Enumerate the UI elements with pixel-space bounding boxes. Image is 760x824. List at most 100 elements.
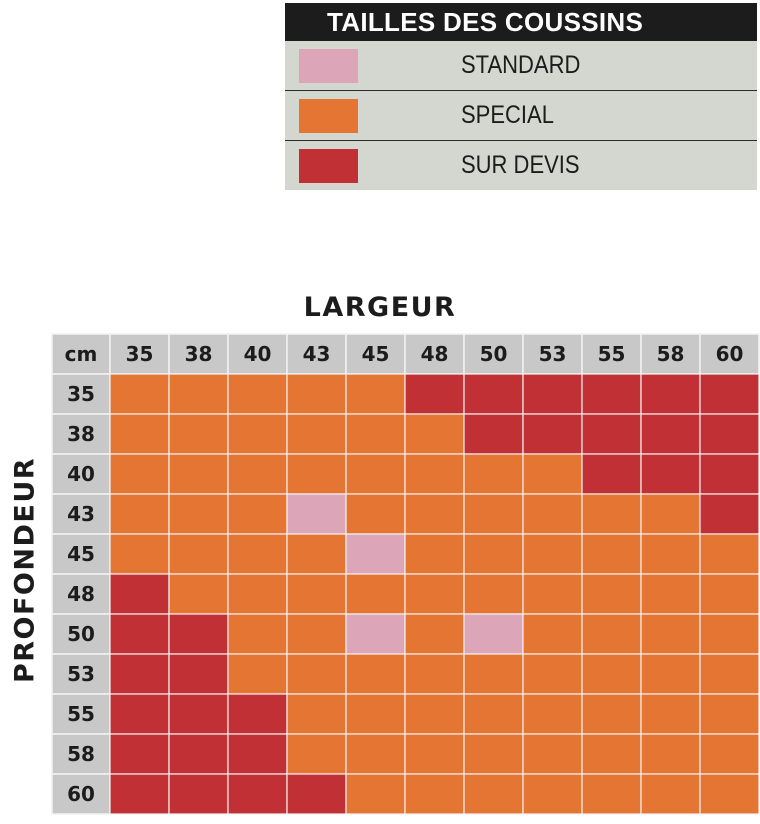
heatmap-cell — [345, 773, 406, 815]
heatmap-cell — [522, 653, 583, 695]
heatmap-cell — [699, 413, 760, 455]
x-tick-label: 45 — [362, 342, 390, 366]
heatmap-cell — [168, 493, 229, 535]
heatmap-cell — [227, 413, 288, 455]
heatmap-cell — [168, 773, 229, 815]
y-tick-label: 60 — [67, 782, 95, 806]
heatmap-cell — [522, 613, 583, 655]
heatmap-cell — [345, 533, 406, 575]
heatmap-cell — [227, 733, 288, 775]
legend-swatch-special — [299, 99, 358, 133]
y-tick-label: 50 — [67, 622, 95, 646]
heatmap-cell — [581, 533, 642, 575]
heatmap-cell — [581, 493, 642, 535]
heatmap-cell — [699, 373, 760, 415]
heatmap-cell — [699, 653, 760, 695]
heatmap-cell — [699, 493, 760, 535]
y-tick-label: 43 — [67, 502, 95, 526]
heatmap-cell — [227, 373, 288, 415]
heatmap-cell — [109, 733, 170, 775]
heatmap-cell — [463, 653, 524, 695]
heatmap-cell — [286, 653, 347, 695]
heatmap-cell — [227, 693, 288, 735]
heatmap-cell — [522, 413, 583, 455]
heatmap-cell — [227, 573, 288, 615]
legend-item-special: SPECIAL — [285, 91, 757, 141]
heatmap-cell — [581, 373, 642, 415]
heatmap-cell — [286, 613, 347, 655]
row-header-cell — [51, 733, 111, 775]
legend-swatch-standard — [299, 49, 358, 83]
heatmap-cell — [463, 573, 524, 615]
legend-item-sur-devis: SUR DEVIS — [285, 141, 757, 190]
heatmap-cell — [168, 653, 229, 695]
heatmap-cell — [109, 413, 170, 455]
heatmap-cell — [640, 693, 701, 735]
heatmap-cell — [109, 693, 170, 735]
heatmap-cell — [404, 373, 465, 415]
heatmap-cell — [404, 733, 465, 775]
heatmap-cell — [345, 413, 406, 455]
heatmap-cell — [699, 733, 760, 775]
heatmap-cell — [463, 733, 524, 775]
heatmap-cell — [581, 653, 642, 695]
heatmap-cell — [699, 453, 760, 495]
legend-swatch-sur-devis — [299, 149, 358, 183]
heatmap-cell — [404, 533, 465, 575]
heatmap-cell — [404, 653, 465, 695]
heatmap-cell — [581, 413, 642, 455]
column-header-cell — [227, 333, 288, 375]
heatmap-cell — [404, 613, 465, 655]
heatmap-cell — [522, 733, 583, 775]
heatmap-cell — [168, 693, 229, 735]
column-header-cell — [404, 333, 465, 375]
heatmap-cell — [522, 693, 583, 735]
y-tick-label: 35 — [67, 382, 95, 406]
heatmap-cell — [286, 533, 347, 575]
heatmap-cell — [345, 613, 406, 655]
y-tick-label: 55 — [67, 702, 95, 726]
heatmap-cell — [640, 573, 701, 615]
heatmap-cell — [168, 533, 229, 575]
heatmap-cell — [640, 493, 701, 535]
heatmap-cell — [640, 613, 701, 655]
heatmap-cell — [227, 613, 288, 655]
heatmap-cell — [227, 493, 288, 535]
heatmap-cell — [227, 773, 288, 815]
column-header-cell — [699, 333, 760, 375]
x-tick-label: 40 — [244, 342, 272, 366]
heatmap-cell — [404, 453, 465, 495]
heatmap-cell — [286, 493, 347, 535]
heatmap-cell — [581, 733, 642, 775]
heatmap-cell — [463, 373, 524, 415]
heatmap-cell — [109, 573, 170, 615]
y-tick-label: 45 — [67, 542, 95, 566]
heatmap-cell — [109, 533, 170, 575]
heatmap-cell — [404, 773, 465, 815]
heatmap-cell — [109, 653, 170, 695]
heatmap-cell — [404, 573, 465, 615]
x-axis-title: LARGEUR — [303, 292, 457, 323]
heatmap-cell — [286, 573, 347, 615]
row-header-cell — [51, 493, 111, 535]
y-tick-label: 38 — [67, 422, 95, 446]
heatmap-cell — [286, 773, 347, 815]
heatmap-cell — [463, 453, 524, 495]
heatmap-cell — [640, 733, 701, 775]
heatmap-cell — [640, 653, 701, 695]
legend: TAILLES DES COUSSINS STANDARD SPECIAL SU… — [285, 3, 757, 190]
legend-title: TAILLES DES COUSSINS — [285, 3, 757, 41]
heatmap-cell — [581, 453, 642, 495]
x-tick-label: 35 — [126, 342, 154, 366]
heatmap-cell — [699, 773, 760, 815]
heatmap-cell — [168, 733, 229, 775]
row-header-cell — [51, 573, 111, 615]
row-header-cell — [51, 373, 111, 415]
x-tick-label: 53 — [539, 342, 567, 366]
heatmap-cell — [227, 453, 288, 495]
x-tick-label: 38 — [185, 342, 213, 366]
row-header-cell — [51, 413, 111, 455]
heatmap-cell — [581, 773, 642, 815]
heatmap-cell — [463, 493, 524, 535]
heatmap-cell — [345, 373, 406, 415]
